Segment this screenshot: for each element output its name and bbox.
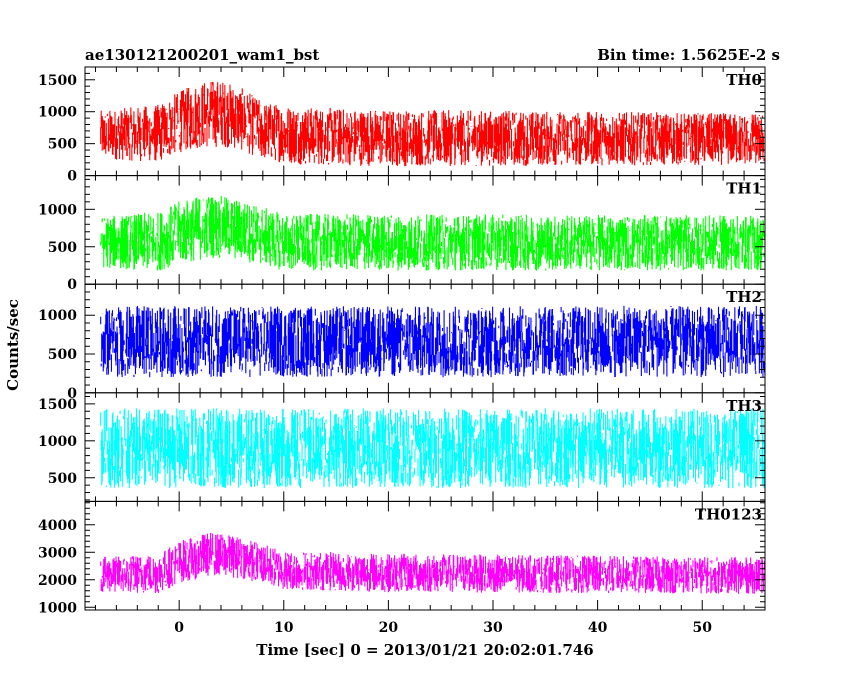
y-tick-label: 2000 [38,573,77,589]
y-tick-label: 500 [48,347,77,363]
y-tick-label: 1500 [38,73,77,89]
series-th3 [100,408,765,489]
panel-th0: 0 500 1000 1500 TH0 [38,66,766,185]
x-tick-label: 50 [692,620,712,636]
series-th0 [100,81,765,167]
y-tick-label: 0 [67,169,77,185]
y-tick-label: 4000 [38,518,77,534]
panel-th3: 500 1000 1500 TH3 [38,392,766,502]
y-tick-label: 0 [67,277,77,293]
y-tick-label: 1500 [38,397,77,413]
bin-time-label: Bin time: 1.5625E-2 s [597,46,780,64]
x-tick-label: 40 [588,620,608,636]
series-th0123 [100,532,765,594]
y-tick-label: 500 [48,471,77,487]
series-th2 [100,305,765,378]
y-tick-label: 1000 [38,434,77,450]
y-tick-label: 1000 [38,202,77,218]
y-tick-label: 3000 [38,545,77,561]
y-tick-label: 0 [67,386,77,402]
y-axis-title: Counts/sec [4,299,22,391]
x-axis-title: Time [sec] 0 = 2013/01/21 20:02:01.746 [256,641,593,659]
y-tick-label: 500 [48,137,77,153]
panel-label-th3: TH3 [726,397,762,415]
panel-label-th1: TH1 [726,180,762,198]
panel-th1: 0 500 1000 TH1 [38,175,766,293]
panel-label-th0: TH0 [726,71,762,89]
panel-th0123: 1000 2000 3000 4000 TH0123 [38,500,766,616]
figure-title: ae130121200201_wam1_bst [85,46,319,64]
y-tick-label: 1000 [38,308,77,324]
x-tick-label: 10 [274,620,294,636]
panel-frame [84,500,766,611]
x-tick-label: 20 [379,620,399,636]
series-th1 [100,195,765,271]
x-tick-label: 30 [483,620,503,636]
y-tick-label: 500 [48,240,77,256]
y-tick-label: 1000 [38,105,77,121]
x-tick-label: 0 [174,620,184,636]
panel-label-th0123: TH0123 [695,505,762,523]
panel-th2: 0 500 1000 TH2 [38,283,766,402]
y-tick-label: 1000 [38,600,77,616]
panel-label-th2: TH2 [726,288,762,306]
